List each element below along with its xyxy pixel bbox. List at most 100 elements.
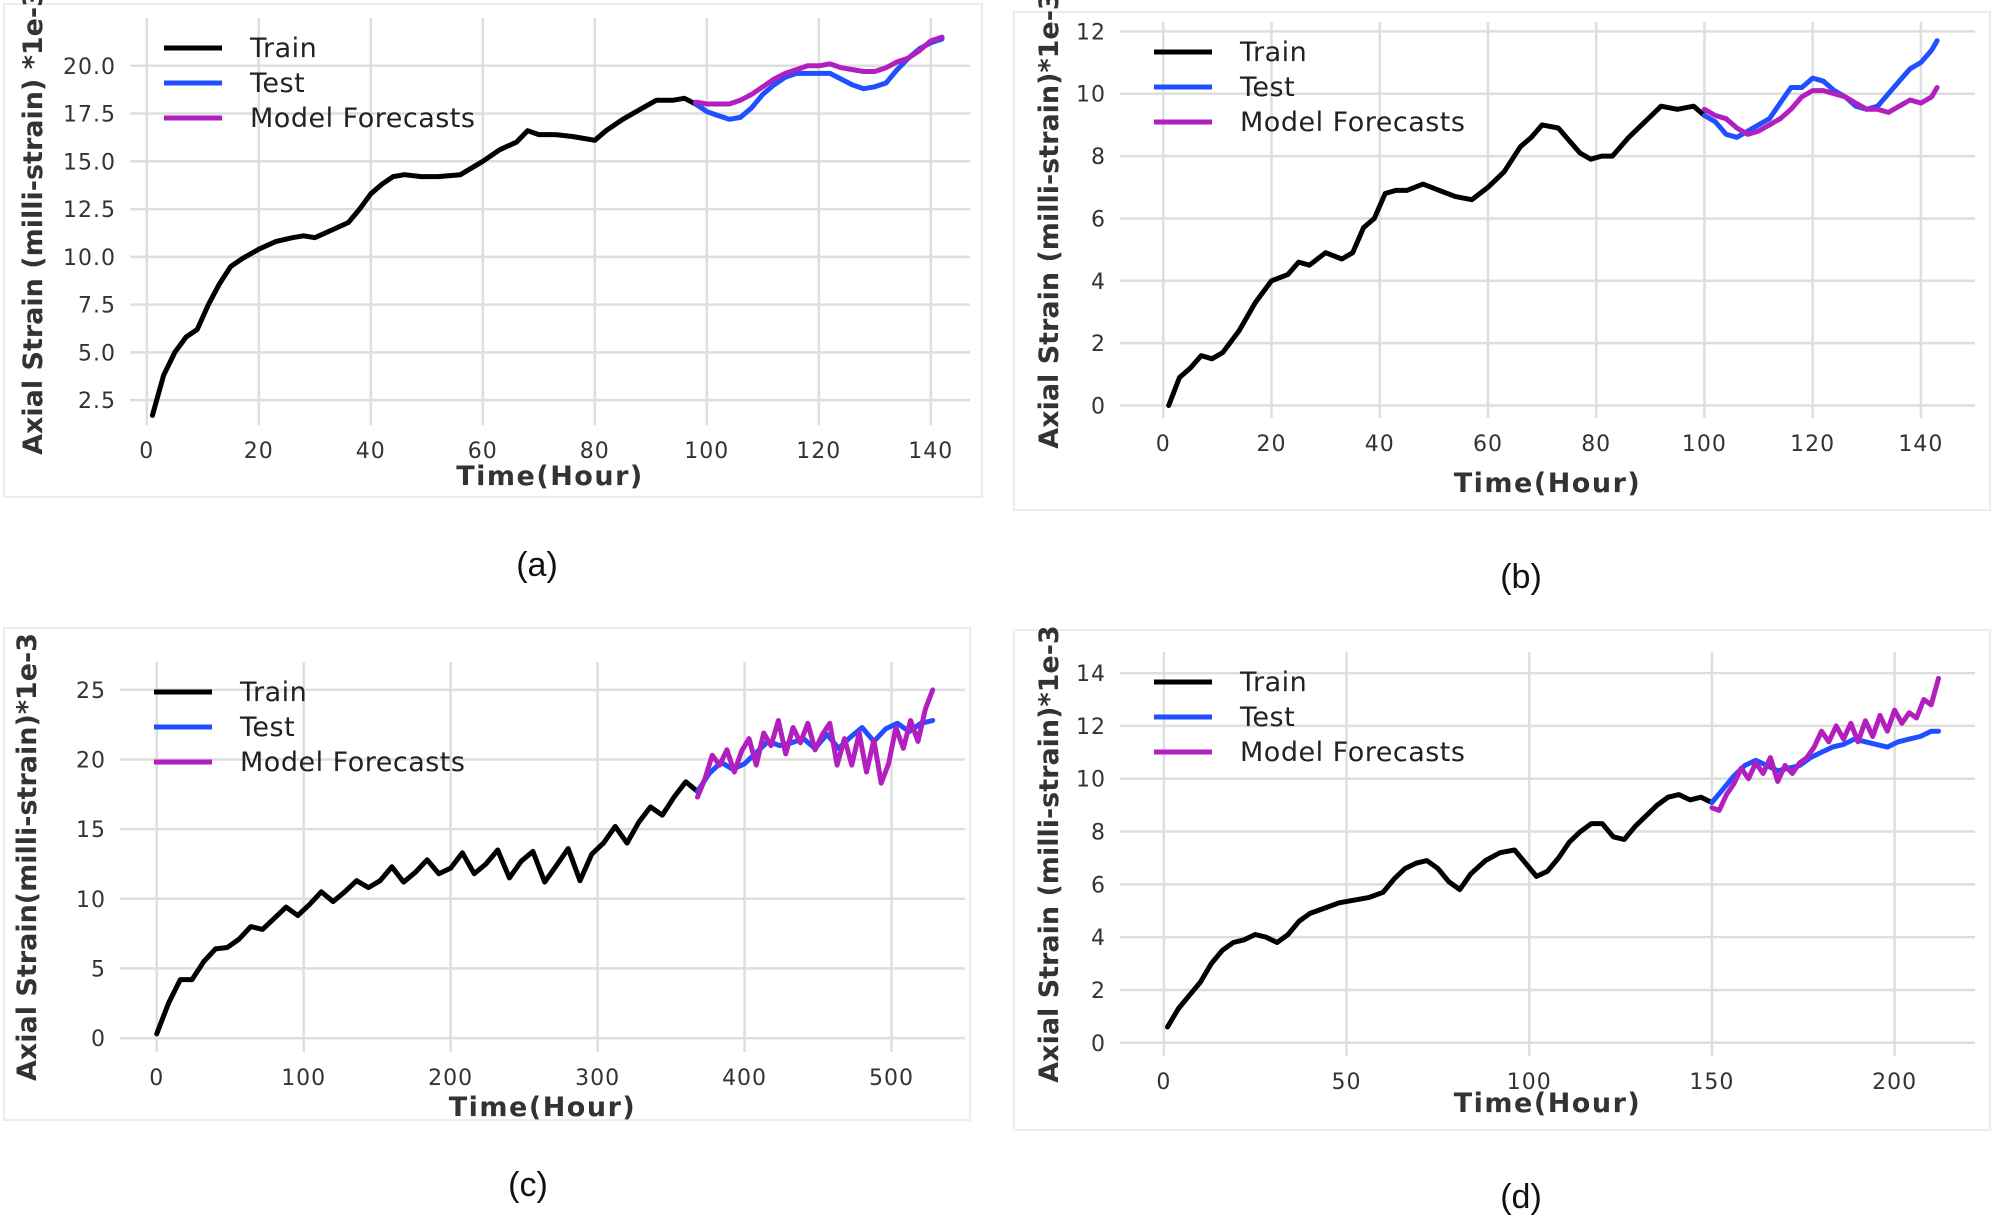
series-line-c-model-forecasts <box>695 687 936 800</box>
y-axis-label-c: Axial Strain(milli-strain)*1e-3 <box>12 633 43 1081</box>
legend-label-a-2: Model Forecasts <box>250 103 475 134</box>
panel-background-d <box>1014 630 1990 1130</box>
series-line-c-train <box>154 779 700 1037</box>
series-line-d-model-forecasts <box>1709 675 1941 813</box>
legend-label-d-2: Model Forecasts <box>1240 737 1465 768</box>
legend-label-a-0: Train <box>249 33 317 64</box>
x-tick-label-a-4: 80 <box>580 439 610 464</box>
series-line-b-train <box>1166 103 1707 408</box>
x-tick-label-d-1: 50 <box>1332 1070 1362 1095</box>
series-line-a-model-forecasts <box>693 34 945 107</box>
series-line-b-model-forecasts <box>1701 85 1940 137</box>
chart-panel-d: 0 50 100 150 200 0 2 4 6 8 10 12 14 Time(Hour) Axial S… <box>1013 625 1991 1131</box>
legend-label-b-2: Model Forecasts <box>1240 107 1465 138</box>
x-tick-label-b-5: 100 <box>1682 432 1727 457</box>
chart-panel-a: 0 20 40 60 80 100 120 140 2.5 5.0 7.5 10.0 12.5 15.0 1… <box>3 0 983 498</box>
x-tick-label-b-6: 120 <box>1790 432 1835 457</box>
legend-label-c-1: Test <box>239 712 295 743</box>
legend-label-a-1: Test <box>249 68 305 99</box>
panel-frame-b <box>1013 11 1991 511</box>
x-tick-label-a-6: 120 <box>796 439 841 464</box>
y-tick-label-a-3: 10.0 <box>63 246 116 271</box>
x-tick-label-c-0: 0 <box>149 1066 164 1091</box>
x-tick-label-a-3: 60 <box>468 439 498 464</box>
y-tick-label-d-2: 4 <box>1091 926 1106 951</box>
x-tick-label-b-3: 60 <box>1473 432 1503 457</box>
x-tick-label-c-2: 200 <box>428 1066 473 1091</box>
caption-a: (a) <box>516 546 558 584</box>
y-tick-label-c-0: 0 <box>91 1027 106 1052</box>
y-tick-label-b-6: 12 <box>1076 20 1106 45</box>
y-tick-label-d-5: 10 <box>1076 768 1106 793</box>
x-tick-label-c-1: 100 <box>281 1066 326 1091</box>
panel-background-b <box>1014 12 1990 510</box>
y-tick-label-b-1: 2 <box>1091 332 1106 357</box>
x-tick-label-a-5: 100 <box>684 439 729 464</box>
y-tick-label-d-1: 2 <box>1091 979 1106 1004</box>
panel-frame-c <box>3 627 971 1121</box>
x-axis-label-a: Time(Hour) <box>456 461 643 492</box>
legend-label-b-0: Train <box>1239 37 1307 68</box>
y-tick-label-a-2: 7.5 <box>78 294 116 319</box>
series-line-d-test <box>1709 728 1941 805</box>
legend-label-d-0: Train <box>1239 667 1307 698</box>
panel-frame-a <box>3 3 983 498</box>
x-tick-label-c-3: 300 <box>575 1066 620 1091</box>
panel-background-c <box>4 628 970 1120</box>
caption-d: (d) <box>1500 1178 1542 1216</box>
y-axis-label-a: Axial Strain (milli-strain) *1e-3 <box>18 0 49 455</box>
x-tick-label-a-0: 0 <box>139 439 154 464</box>
x-tick-label-a-7: 140 <box>908 439 953 464</box>
series-line-d-train <box>1165 792 1715 1030</box>
x-tick-label-c-5: 500 <box>869 1066 914 1091</box>
y-tick-label-d-6: 12 <box>1076 715 1106 740</box>
y-axis-label-d: Axial Strain (milli-strain)*1e-3 <box>1034 625 1065 1082</box>
x-tick-label-d-3: 150 <box>1689 1070 1734 1095</box>
legend-label-b-1: Test <box>1239 72 1295 103</box>
x-tick-label-b-2: 40 <box>1365 432 1395 457</box>
x-axis-label-b: Time(Hour) <box>1454 468 1641 499</box>
x-tick-label-d-4: 200 <box>1872 1070 1917 1095</box>
y-tick-label-a-5: 15.0 <box>63 150 116 175</box>
x-tick-label-a-1: 20 <box>244 439 274 464</box>
x-tick-label-a-2: 40 <box>356 439 386 464</box>
y-tick-label-a-4: 12.5 <box>63 198 116 223</box>
y-tick-label-d-3: 6 <box>1091 873 1106 898</box>
legend-label-c-2: Model Forecasts <box>240 747 465 778</box>
caption-c: (c) <box>508 1166 548 1204</box>
y-tick-label-b-4: 8 <box>1091 145 1106 170</box>
y-tick-label-c-4: 20 <box>76 749 106 774</box>
y-tick-label-b-0: 0 <box>1091 395 1106 420</box>
chart-panel-c: 0 100 200 300 400 500 0 5 10 15 20 25 Time(Hour) Axia… <box>3 627 971 1123</box>
x-tick-label-d-2: 100 <box>1507 1070 1552 1095</box>
y-tick-label-b-2: 4 <box>1091 270 1106 295</box>
panel-frame-d <box>1013 629 1991 1131</box>
y-tick-label-a-7: 20.0 <box>63 55 116 80</box>
y-tick-label-c-3: 15 <box>76 818 106 843</box>
y-tick-label-b-5: 10 <box>1076 83 1106 108</box>
x-tick-label-d-0: 0 <box>1156 1070 1171 1095</box>
x-tick-label-b-4: 80 <box>1581 432 1611 457</box>
y-tick-label-d-7: 14 <box>1076 662 1106 687</box>
y-tick-label-c-1: 5 <box>91 957 106 982</box>
y-tick-label-d-0: 0 <box>1091 1032 1106 1057</box>
y-tick-label-a-1: 5.0 <box>78 341 116 366</box>
legend-label-c-0: Train <box>239 677 307 708</box>
x-tick-label-c-4: 400 <box>722 1066 767 1091</box>
x-axis-label-c: Time(Hour) <box>449 1092 636 1123</box>
chart-panel-b: 0 20 40 60 80 100 120 140 0 2 4 6 8 10 12 Time(Hour) Axi… <box>1013 0 1991 511</box>
x-axis-label-d: Time(Hour) <box>1454 1088 1641 1119</box>
y-axis-label-b: Axial Strain (milli-strain)*1e-3 <box>1034 0 1065 449</box>
series-line-a-test <box>693 36 945 122</box>
legend-label-d-1: Test <box>1239 702 1295 733</box>
y-tick-label-a-6: 17.5 <box>63 103 116 128</box>
y-tick-label-c-2: 10 <box>76 888 106 913</box>
y-tick-label-b-3: 6 <box>1091 207 1106 232</box>
y-tick-label-d-4: 8 <box>1091 821 1106 846</box>
y-tick-label-a-0: 2.5 <box>78 389 116 414</box>
caption-b: (b) <box>1500 558 1542 596</box>
series-line-a-train <box>149 95 699 418</box>
x-tick-label-b-0: 0 <box>1156 432 1171 457</box>
x-tick-label-b-1: 20 <box>1257 432 1287 457</box>
